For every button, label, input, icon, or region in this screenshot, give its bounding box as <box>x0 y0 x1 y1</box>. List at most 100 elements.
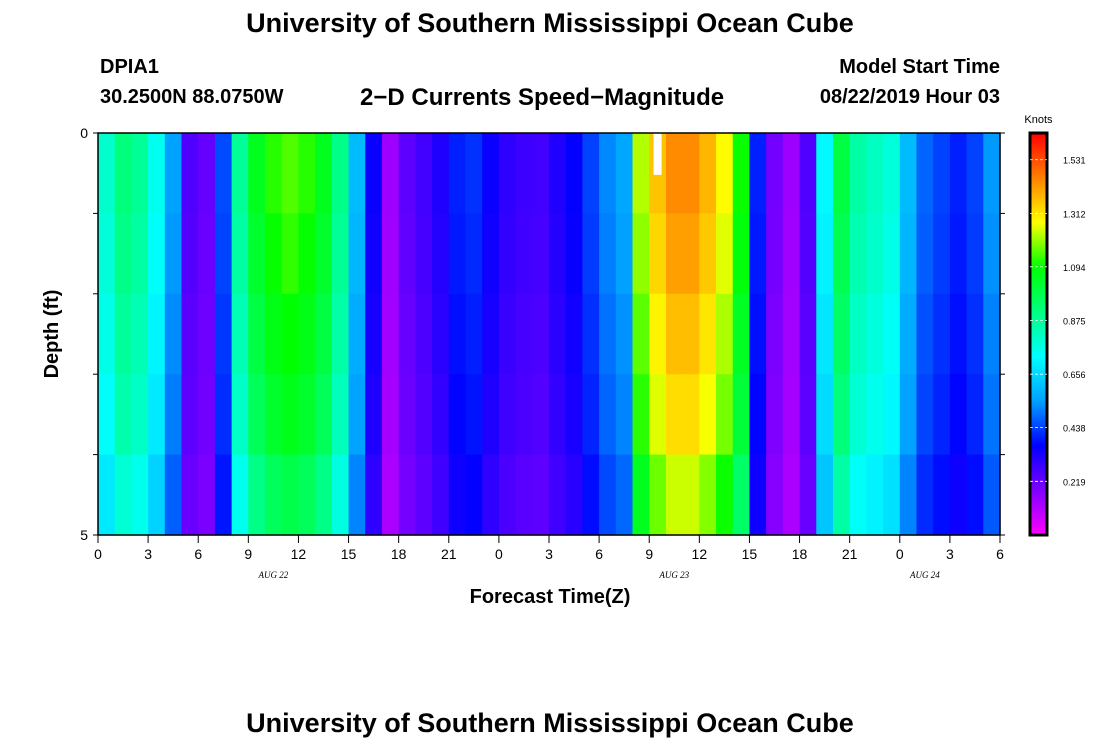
heatmap-cells <box>98 133 1001 536</box>
heatmap-cell <box>331 133 350 214</box>
heatmap-cell <box>415 293 433 375</box>
heatmap-cell <box>398 133 416 214</box>
heatmap-cell <box>365 374 383 456</box>
heatmap-cell <box>231 293 249 375</box>
heatmap-cell <box>582 374 600 456</box>
heatmap-cell <box>966 213 984 295</box>
heatmap-cell <box>615 133 634 214</box>
heatmap-cell <box>682 133 700 214</box>
heatmap-cell <box>465 374 483 456</box>
heatmap-cell <box>281 293 300 375</box>
heatmap-cell <box>365 293 383 375</box>
heatmap-cell <box>983 133 1001 214</box>
heatmap-cell <box>782 133 801 214</box>
heatmap-cell <box>148 374 166 456</box>
x-tick-label: 9 <box>244 546 252 562</box>
heatmap-cell <box>682 213 700 295</box>
heatmap-cell <box>716 293 734 375</box>
x-axis-label: Forecast Time(Z) <box>470 586 631 608</box>
heatmap-cell <box>114 133 132 214</box>
heatmap-cell <box>482 293 500 375</box>
heatmap-cell <box>498 374 517 456</box>
heatmap-cell <box>448 293 467 375</box>
heatmap-cell <box>816 374 834 456</box>
heatmap-cell <box>231 454 249 536</box>
heatmap-cell <box>716 213 734 295</box>
heatmap-cell <box>231 133 249 214</box>
heatmap-cell <box>381 213 400 295</box>
x-tick-label: 3 <box>144 546 152 562</box>
heatmap-cell <box>682 374 700 456</box>
heatmap-cell <box>899 213 918 295</box>
station-coordinates: 30.2500N 88.0750W <box>100 86 284 108</box>
heatmap-cell <box>198 374 216 456</box>
heatmap-cell <box>248 293 266 375</box>
heatmap-cell <box>381 293 400 375</box>
x-tick-label: 6 <box>194 546 202 562</box>
heatmap-cell <box>699 213 717 295</box>
heatmap-cell <box>315 213 333 295</box>
heatmap-cell <box>248 133 266 214</box>
heatmap-cell <box>582 454 600 536</box>
heatmap-cell <box>198 293 216 375</box>
heatmap-cell <box>883 213 901 295</box>
heatmap-cell <box>766 374 784 456</box>
heatmap-cell <box>114 374 132 456</box>
heatmap-cell <box>866 133 884 214</box>
heatmap-cell <box>665 374 684 456</box>
heatmap-cell <box>565 133 583 214</box>
heatmap-cell <box>465 454 483 536</box>
heatmap-cell <box>265 293 283 375</box>
heatmap-cell <box>849 293 867 375</box>
heatmap-cell <box>214 133 233 214</box>
heatmap-cell <box>782 454 801 536</box>
heatmap-cell <box>866 293 884 375</box>
heatmap-cell <box>298 213 316 295</box>
heatmap-cell <box>214 454 233 536</box>
heatmap-cell <box>348 133 366 214</box>
heatmap-cell <box>415 213 433 295</box>
x-tick-label: 0 <box>94 546 102 562</box>
heatmap-cell <box>281 133 300 214</box>
heatmap-cell <box>198 213 216 295</box>
heatmap-cell <box>148 213 166 295</box>
heatmap-cell <box>348 374 366 456</box>
heatmap-cell <box>432 213 450 295</box>
date-label: AUG 24 <box>909 570 940 580</box>
heatmap-cell <box>181 374 199 456</box>
heatmap-cell <box>164 293 183 375</box>
heatmap-cell <box>432 454 450 536</box>
heatmap-cell <box>799 133 817 214</box>
heatmap-cell <box>615 213 634 295</box>
heatmap-cell <box>782 293 801 375</box>
heatmap-cell <box>732 213 751 295</box>
heatmap-cell <box>966 293 984 375</box>
heatmap-cell <box>916 374 934 456</box>
heatmap-cell <box>916 454 934 536</box>
heatmap-cell <box>632 133 650 214</box>
heatmap-cell <box>131 213 149 295</box>
heatmap-cell <box>231 374 249 456</box>
heatmap-cell <box>949 133 968 214</box>
heatmap-cell <box>883 293 901 375</box>
heatmap-cell <box>832 213 851 295</box>
heatmap-cell <box>665 293 684 375</box>
heatmap-cell <box>448 213 467 295</box>
heatmap-cell <box>716 454 734 536</box>
heatmap-cell <box>98 293 116 375</box>
heatmap-cell <box>315 374 333 456</box>
heatmap-cell <box>114 454 132 536</box>
colorbar-tick-label: 0.219 <box>1063 477 1086 487</box>
heatmap-cell <box>498 454 517 536</box>
heatmap-cell <box>298 374 316 456</box>
heatmap-cell <box>749 133 767 214</box>
heatmap-cell <box>766 454 784 536</box>
heatmap-cell <box>899 374 918 456</box>
heatmap-cell <box>866 374 884 456</box>
heatmap-cell <box>582 213 600 295</box>
heatmap-cell <box>799 454 817 536</box>
heatmap-cell <box>966 374 984 456</box>
colorbar-tick-label: 1.094 <box>1063 263 1086 273</box>
heatmap-cell <box>465 293 483 375</box>
heatmap-cell <box>933 213 951 295</box>
